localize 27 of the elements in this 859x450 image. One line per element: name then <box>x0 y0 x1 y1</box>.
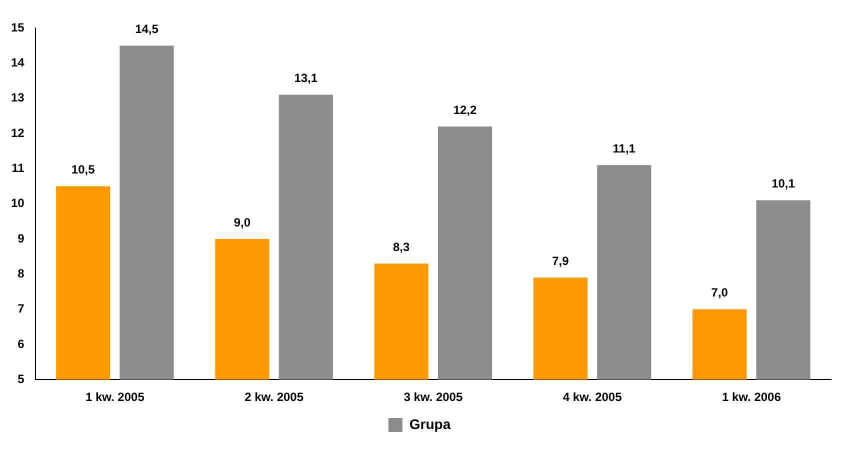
y-tick-label: 10 <box>10 196 25 210</box>
y-tick-label: 8 <box>18 266 25 280</box>
y-tick-label: 7 <box>18 302 25 316</box>
y-tick-label: 6 <box>18 336 25 351</box>
x-tick-label: 1 kw. 2005 <box>85 390 145 404</box>
data-label: 12,2 <box>453 102 477 117</box>
data-label: 14,5 <box>135 22 159 36</box>
data-label: 11,1 <box>612 141 636 156</box>
y-tick-label: 15 <box>10 20 25 34</box>
y-tick-label: 11 <box>12 160 25 175</box>
legend-label: Grupa <box>409 416 451 432</box>
x-tick-label: 3 kw. 2005 <box>404 390 463 404</box>
data-label: 7,9 <box>552 254 570 268</box>
data-label: 8,3 <box>393 240 410 254</box>
data-label: 10,5 <box>71 162 96 177</box>
x-tick-label: 1 kw. 2006 <box>722 390 782 404</box>
y-tick-label: 12 <box>10 126 25 140</box>
x-tick-label: 2 kw. 2005 <box>244 390 304 404</box>
data-label: 9,0 <box>234 215 251 230</box>
data-label: 10,1 <box>772 176 796 191</box>
x-tick-label: 4 kw. 2005 <box>562 390 622 404</box>
y-tick-label: 14 <box>10 55 25 70</box>
data-label: 13,1 <box>294 71 318 86</box>
y-tick-label: 5 <box>18 372 25 386</box>
y-tick-label: 9 <box>18 231 25 246</box>
data-label: 7,0 <box>711 286 728 300</box>
y-tick-label: 13 <box>10 90 25 105</box>
